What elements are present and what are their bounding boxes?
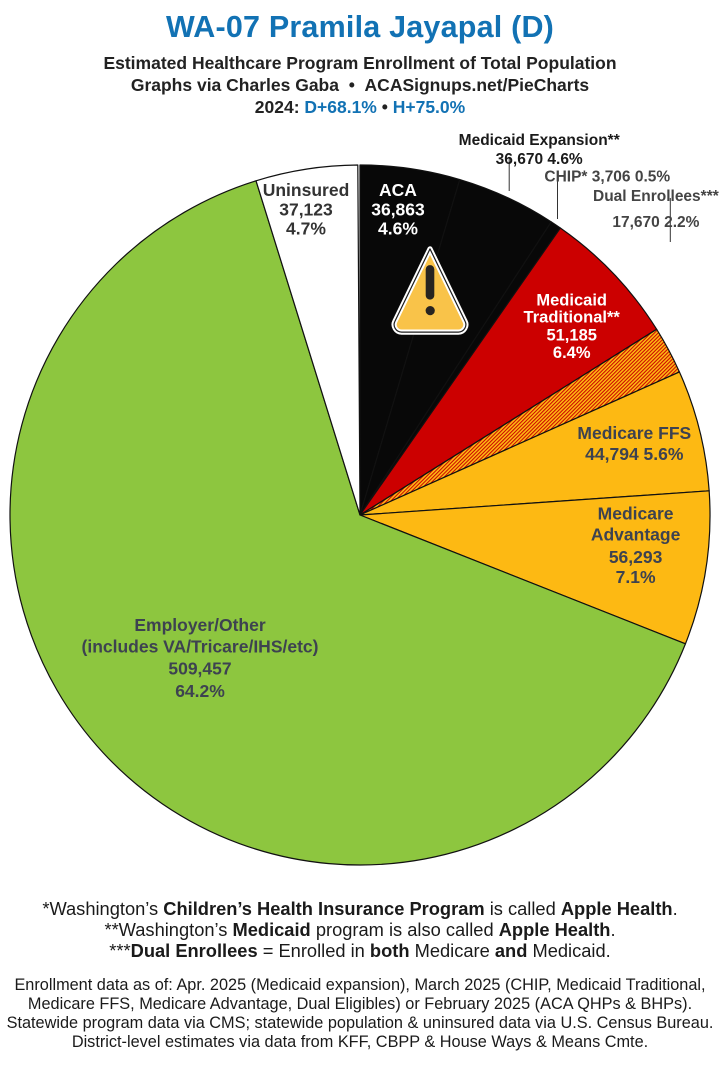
svg-text:4.6%: 4.6%	[378, 219, 418, 239]
svg-text:CHIP* 3,706 0.5%: CHIP* 3,706 0.5%	[544, 169, 670, 186]
svg-text:51,185: 51,185	[546, 327, 596, 345]
svg-text:56,293: 56,293	[609, 547, 663, 567]
svg-text:37,123: 37,123	[279, 200, 333, 220]
svg-text:7.1%: 7.1%	[616, 567, 656, 587]
svg-text:Dual Enrollees***: Dual Enrollees***	[593, 188, 720, 205]
svg-text:17,670 2.2%: 17,670 2.2%	[612, 214, 699, 231]
svg-text:509,457: 509,457	[168, 659, 231, 679]
svg-text:Medicare FFS: Medicare FFS	[577, 423, 691, 443]
svg-text:Medicaid: Medicaid	[536, 291, 607, 309]
svg-text:6.4%: 6.4%	[553, 344, 591, 362]
svg-text:Medicaid Expansion**: Medicaid Expansion**	[459, 132, 621, 149]
svg-text:Traditional**: Traditional**	[524, 309, 621, 327]
svg-text:ACA: ACA	[379, 180, 417, 200]
svg-text:Employer/Other: Employer/Other	[134, 615, 265, 635]
svg-text:(includes VA/Tricare/IHS/etc): (includes VA/Tricare/IHS/etc)	[82, 636, 319, 656]
svg-text:36,670 4.6%: 36,670 4.6%	[496, 151, 583, 168]
svg-text:64.2%: 64.2%	[175, 681, 225, 701]
svg-text:44,794 5.6%: 44,794 5.6%	[585, 444, 684, 464]
svg-text:Uninsured: Uninsured	[263, 180, 350, 200]
svg-text:36,863: 36,863	[371, 200, 425, 220]
svg-text:4.7%: 4.7%	[286, 219, 326, 239]
svg-text:Medicare: Medicare	[598, 504, 674, 524]
svg-text:Advantage: Advantage	[591, 525, 681, 545]
